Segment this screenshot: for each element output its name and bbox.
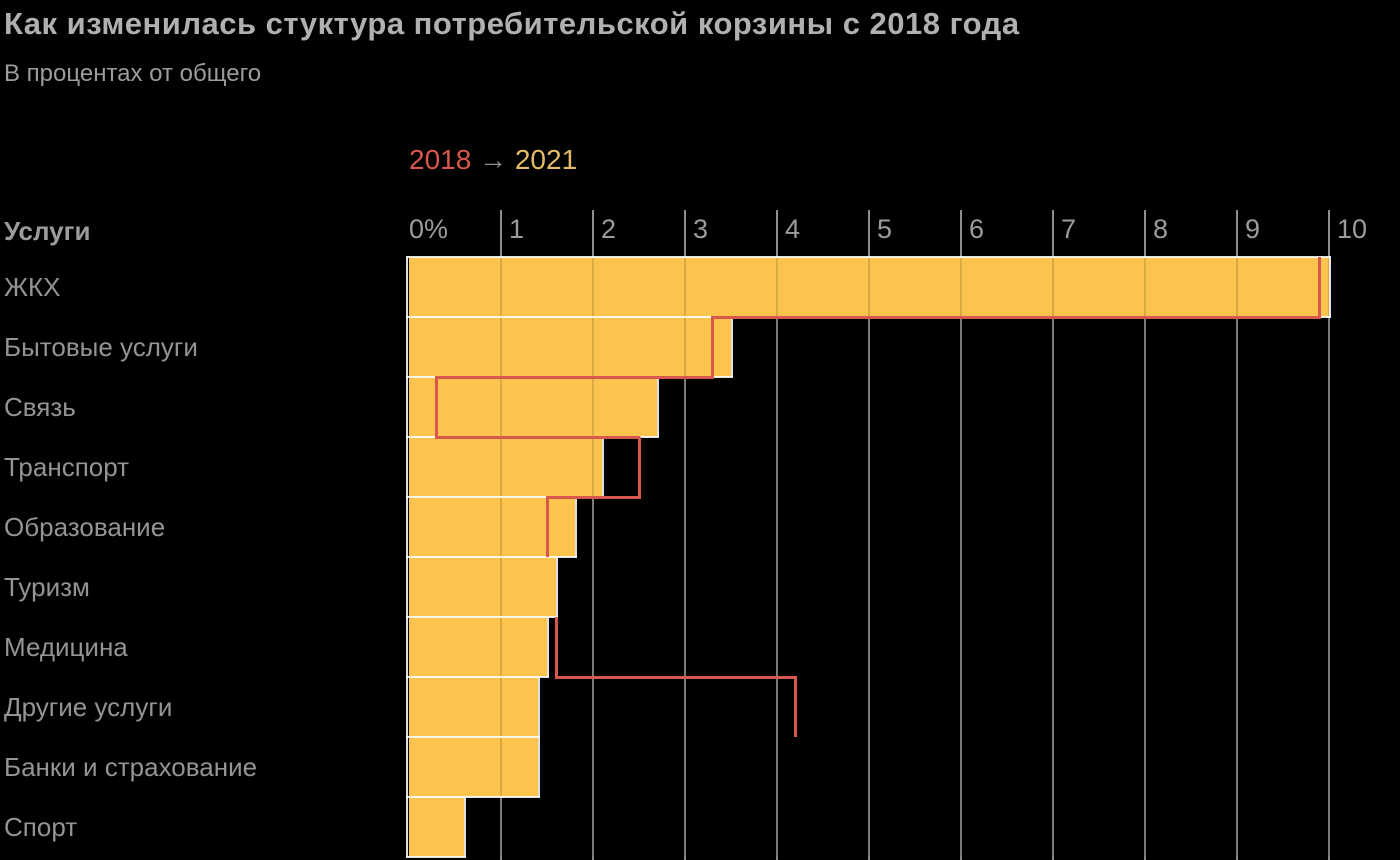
gridline-on-bar	[592, 257, 594, 857]
row-separator	[406, 676, 549, 678]
x-axis-tick-label: 2	[601, 214, 617, 244]
bar-2021	[409, 377, 658, 437]
x-axis-tick-label: 9	[1245, 214, 1261, 244]
line-2018-segment	[554, 617, 558, 677]
x-axis-tick-label: 4	[785, 214, 801, 244]
bar-end-cap	[547, 617, 549, 677]
x-axis-tick-label: 5	[877, 214, 893, 244]
gridline	[868, 210, 870, 860]
line-2018-segment	[554, 675, 797, 679]
category-label: Связь	[4, 392, 76, 422]
bar-end-cap	[731, 317, 733, 377]
bar-2021	[409, 437, 603, 497]
category-label: ЖКХ	[4, 272, 61, 302]
bar-end-cap	[1329, 257, 1331, 317]
line-2018-segment	[711, 317, 715, 377]
page-subtitle: В процентах от общего	[4, 60, 262, 87]
gridline	[592, 210, 594, 860]
gridline	[1328, 210, 1330, 860]
line-2018-segment	[793, 677, 797, 737]
x-axis-tick-label: 3	[693, 214, 709, 244]
bar-end-cap	[657, 377, 660, 437]
bar-2021	[409, 797, 465, 857]
gridline	[1052, 210, 1054, 860]
arrow-right-icon: →	[479, 144, 508, 175]
baseline	[406, 257, 408, 857]
bar-end-cap	[464, 797, 467, 857]
bar-2021	[409, 677, 538, 737]
gridline-on-bar	[1144, 257, 1146, 857]
x-axis-tick-label: 8	[1153, 214, 1169, 244]
row-separator	[406, 256, 1331, 258]
gridline	[776, 210, 778, 860]
x-axis-tick-label: 6	[969, 214, 985, 244]
gridline-on-bar	[1052, 257, 1054, 857]
line-2018-segment	[1318, 257, 1322, 317]
line-2018-segment	[435, 377, 439, 437]
line-2018-segment	[711, 315, 1322, 319]
bar-2021	[409, 257, 1329, 317]
bar-2021	[409, 557, 557, 617]
category-label: Медицина	[4, 632, 128, 662]
category-label: Образование	[4, 512, 166, 542]
bar-2021	[409, 617, 547, 677]
gridline-on-bar	[776, 257, 778, 857]
category-label: Транспорт	[4, 452, 130, 482]
bar-end-cap	[602, 437, 605, 497]
row-separator	[406, 616, 559, 618]
category-label: Другие услуги	[4, 692, 173, 722]
legend-year-2021: 2021	[514, 144, 578, 175]
page-title: Как изменилась стуктура потребительской …	[4, 6, 1020, 41]
bar-2021	[409, 497, 575, 557]
column-header: Услуги	[4, 216, 91, 246]
bar-end-cap	[537, 677, 540, 737]
gridline	[684, 210, 686, 860]
gridline	[960, 210, 962, 860]
bar-end-cap	[574, 497, 577, 557]
bar-2021	[409, 317, 731, 377]
row-separator	[406, 736, 540, 738]
line-2018-segment	[435, 435, 641, 439]
category-label: Туризм	[4, 572, 90, 602]
category-label: Банки и страхование	[4, 752, 258, 782]
legend-year-2018: 2018	[409, 144, 472, 175]
gridline-on-bar	[1236, 257, 1238, 857]
row-separator	[406, 496, 605, 498]
gridline-on-bar	[868, 257, 870, 857]
gridline-on-bar	[1328, 257, 1330, 857]
line-2018-segment	[545, 497, 549, 557]
x-axis-tick-label: 1	[509, 214, 525, 244]
row-separator	[406, 556, 577, 558]
row-separator	[406, 796, 540, 798]
bar-2021	[409, 737, 538, 797]
legend: 2018 → 2021	[409, 144, 577, 176]
bar-end-cap	[537, 737, 540, 797]
gridline	[1144, 210, 1146, 860]
line-2018-segment	[545, 495, 641, 499]
category-label: Бытовые услуги	[4, 332, 198, 362]
x-axis-tick-label: 7	[1061, 214, 1077, 244]
bar-end-cap	[556, 557, 559, 617]
line-2018-segment	[637, 437, 641, 497]
gridline	[1236, 210, 1238, 860]
gridline-on-bar	[684, 257, 686, 857]
row-separator	[406, 856, 467, 858]
gridline-on-bar	[960, 257, 962, 857]
x-axis-tick-label: 0%	[409, 214, 449, 244]
line-2018-segment	[435, 375, 715, 379]
x-axis-tick-label: 10	[1337, 214, 1368, 244]
category-label: Спорт	[4, 812, 78, 842]
